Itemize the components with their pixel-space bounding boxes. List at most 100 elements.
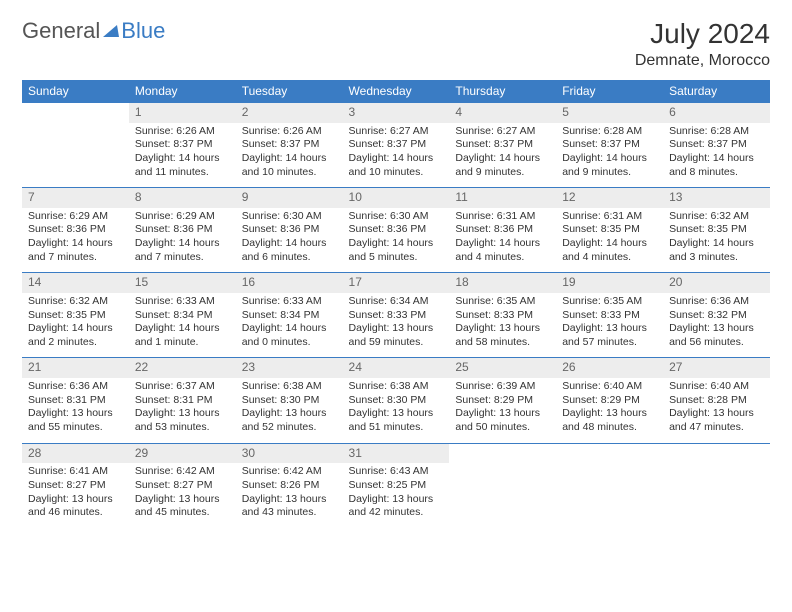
sunset-text: Sunset: 8:27 PM xyxy=(135,479,230,493)
day-data-cell: Sunrise: 6:32 AMSunset: 8:35 PMDaylight:… xyxy=(663,208,770,273)
daylight-text: Daylight: 13 hours and 42 minutes. xyxy=(349,493,444,520)
sunrise-text: Sunrise: 6:35 AM xyxy=(562,295,657,309)
sunset-text: Sunset: 8:27 PM xyxy=(28,479,123,493)
month-title: July 2024 xyxy=(635,18,770,50)
day-number-cell: 7 xyxy=(22,188,129,208)
day-number-cell: 10 xyxy=(343,188,450,208)
sunrise-text: Sunrise: 6:27 AM xyxy=(455,125,550,139)
day-data-cell: Sunrise: 6:34 AMSunset: 8:33 PMDaylight:… xyxy=(343,293,450,358)
sunrise-text: Sunrise: 6:26 AM xyxy=(135,125,230,139)
day-number-cell xyxy=(449,443,556,463)
day-data-row: Sunrise: 6:26 AMSunset: 8:37 PMDaylight:… xyxy=(22,123,770,188)
sunset-text: Sunset: 8:37 PM xyxy=(242,138,337,152)
day-data-cell: Sunrise: 6:38 AMSunset: 8:30 PMDaylight:… xyxy=(343,378,450,443)
sunset-text: Sunset: 8:31 PM xyxy=(135,394,230,408)
day-number-cell: 12 xyxy=(556,188,663,208)
day-data-cell: Sunrise: 6:36 AMSunset: 8:32 PMDaylight:… xyxy=(663,293,770,358)
sunset-text: Sunset: 8:34 PM xyxy=(135,309,230,323)
day-data-cell: Sunrise: 6:31 AMSunset: 8:36 PMDaylight:… xyxy=(449,208,556,273)
day-number-cell: 16 xyxy=(236,273,343,293)
sunrise-text: Sunrise: 6:33 AM xyxy=(242,295,337,309)
sunset-text: Sunset: 8:33 PM xyxy=(349,309,444,323)
logo: General Blue xyxy=(22,18,165,44)
weekday-header: Monday xyxy=(129,80,236,103)
daylight-text: Daylight: 14 hours and 9 minutes. xyxy=(455,152,550,179)
sunrise-text: Sunrise: 6:29 AM xyxy=(28,210,123,224)
sunset-text: Sunset: 8:33 PM xyxy=(562,309,657,323)
day-data-row: Sunrise: 6:29 AMSunset: 8:36 PMDaylight:… xyxy=(22,208,770,273)
daylight-text: Daylight: 14 hours and 2 minutes. xyxy=(28,322,123,349)
day-number-cell: 25 xyxy=(449,358,556,378)
day-number-cell: 28 xyxy=(22,443,129,463)
sunrise-text: Sunrise: 6:38 AM xyxy=(242,380,337,394)
daylight-text: Daylight: 14 hours and 8 minutes. xyxy=(669,152,764,179)
day-data-cell: Sunrise: 6:35 AMSunset: 8:33 PMDaylight:… xyxy=(556,293,663,358)
daylight-text: Daylight: 14 hours and 0 minutes. xyxy=(242,322,337,349)
sunset-text: Sunset: 8:37 PM xyxy=(135,138,230,152)
day-number-cell: 29 xyxy=(129,443,236,463)
day-number-cell: 5 xyxy=(556,103,663,123)
day-data-cell: Sunrise: 6:33 AMSunset: 8:34 PMDaylight:… xyxy=(236,293,343,358)
day-number-cell: 9 xyxy=(236,188,343,208)
day-data-cell: Sunrise: 6:41 AMSunset: 8:27 PMDaylight:… xyxy=(22,463,129,528)
sunset-text: Sunset: 8:36 PM xyxy=(455,223,550,237)
day-data-cell: Sunrise: 6:43 AMSunset: 8:25 PMDaylight:… xyxy=(343,463,450,528)
logo-text-blue: Blue xyxy=(121,18,165,44)
day-number-cell: 27 xyxy=(663,358,770,378)
day-data-cell: Sunrise: 6:28 AMSunset: 8:37 PMDaylight:… xyxy=(556,123,663,188)
daylight-text: Daylight: 14 hours and 10 minutes. xyxy=(242,152,337,179)
daylight-text: Daylight: 14 hours and 4 minutes. xyxy=(455,237,550,264)
sunset-text: Sunset: 8:36 PM xyxy=(242,223,337,237)
sunset-text: Sunset: 8:35 PM xyxy=(669,223,764,237)
sunrise-text: Sunrise: 6:42 AM xyxy=(135,465,230,479)
day-number-cell: 20 xyxy=(663,273,770,293)
day-number-cell: 23 xyxy=(236,358,343,378)
weekday-header: Tuesday xyxy=(236,80,343,103)
day-data-cell: Sunrise: 6:27 AMSunset: 8:37 PMDaylight:… xyxy=(449,123,556,188)
logo-text-general: General xyxy=(22,18,100,44)
day-number-cell: 21 xyxy=(22,358,129,378)
day-data-row: Sunrise: 6:41 AMSunset: 8:27 PMDaylight:… xyxy=(22,463,770,528)
daylight-text: Daylight: 14 hours and 9 minutes. xyxy=(562,152,657,179)
day-data-cell: Sunrise: 6:28 AMSunset: 8:37 PMDaylight:… xyxy=(663,123,770,188)
daylight-text: Daylight: 13 hours and 59 minutes. xyxy=(349,322,444,349)
calendar-body: 123456Sunrise: 6:26 AMSunset: 8:37 PMDay… xyxy=(22,103,770,528)
sunrise-text: Sunrise: 6:38 AM xyxy=(349,380,444,394)
sunrise-text: Sunrise: 6:31 AM xyxy=(455,210,550,224)
title-block: July 2024 Demnate, Morocco xyxy=(635,18,770,70)
day-number-cell: 26 xyxy=(556,358,663,378)
day-data-cell: Sunrise: 6:29 AMSunset: 8:36 PMDaylight:… xyxy=(129,208,236,273)
sunset-text: Sunset: 8:25 PM xyxy=(349,479,444,493)
day-number-cell: 4 xyxy=(449,103,556,123)
day-number-cell: 19 xyxy=(556,273,663,293)
sunrise-text: Sunrise: 6:26 AM xyxy=(242,125,337,139)
sunset-text: Sunset: 8:37 PM xyxy=(562,138,657,152)
weekday-header: Thursday xyxy=(449,80,556,103)
location: Demnate, Morocco xyxy=(635,52,770,70)
daylight-text: Daylight: 13 hours and 55 minutes. xyxy=(28,407,123,434)
daylight-text: Daylight: 13 hours and 43 minutes. xyxy=(242,493,337,520)
sunrise-text: Sunrise: 6:32 AM xyxy=(28,295,123,309)
day-data-cell xyxy=(449,463,556,528)
sunrise-text: Sunrise: 6:36 AM xyxy=(28,380,123,394)
sunset-text: Sunset: 8:36 PM xyxy=(28,223,123,237)
weekday-header: Sunday xyxy=(22,80,129,103)
day-number-cell: 15 xyxy=(129,273,236,293)
day-data-cell: Sunrise: 6:30 AMSunset: 8:36 PMDaylight:… xyxy=(236,208,343,273)
daylight-text: Daylight: 13 hours and 48 minutes. xyxy=(562,407,657,434)
sunset-text: Sunset: 8:35 PM xyxy=(28,309,123,323)
day-data-cell: Sunrise: 6:32 AMSunset: 8:35 PMDaylight:… xyxy=(22,293,129,358)
sunrise-text: Sunrise: 6:40 AM xyxy=(669,380,764,394)
sunset-text: Sunset: 8:36 PM xyxy=(135,223,230,237)
daylight-text: Daylight: 13 hours and 57 minutes. xyxy=(562,322,657,349)
sunset-text: Sunset: 8:26 PM xyxy=(242,479,337,493)
sunset-text: Sunset: 8:37 PM xyxy=(669,138,764,152)
sunrise-text: Sunrise: 6:28 AM xyxy=(669,125,764,139)
sunrise-text: Sunrise: 6:35 AM xyxy=(455,295,550,309)
sunset-text: Sunset: 8:31 PM xyxy=(28,394,123,408)
day-data-row: Sunrise: 6:32 AMSunset: 8:35 PMDaylight:… xyxy=(22,293,770,358)
daylight-text: Daylight: 14 hours and 3 minutes. xyxy=(669,237,764,264)
day-data-cell: Sunrise: 6:33 AMSunset: 8:34 PMDaylight:… xyxy=(129,293,236,358)
daylight-text: Daylight: 13 hours and 58 minutes. xyxy=(455,322,550,349)
day-data-cell: Sunrise: 6:36 AMSunset: 8:31 PMDaylight:… xyxy=(22,378,129,443)
